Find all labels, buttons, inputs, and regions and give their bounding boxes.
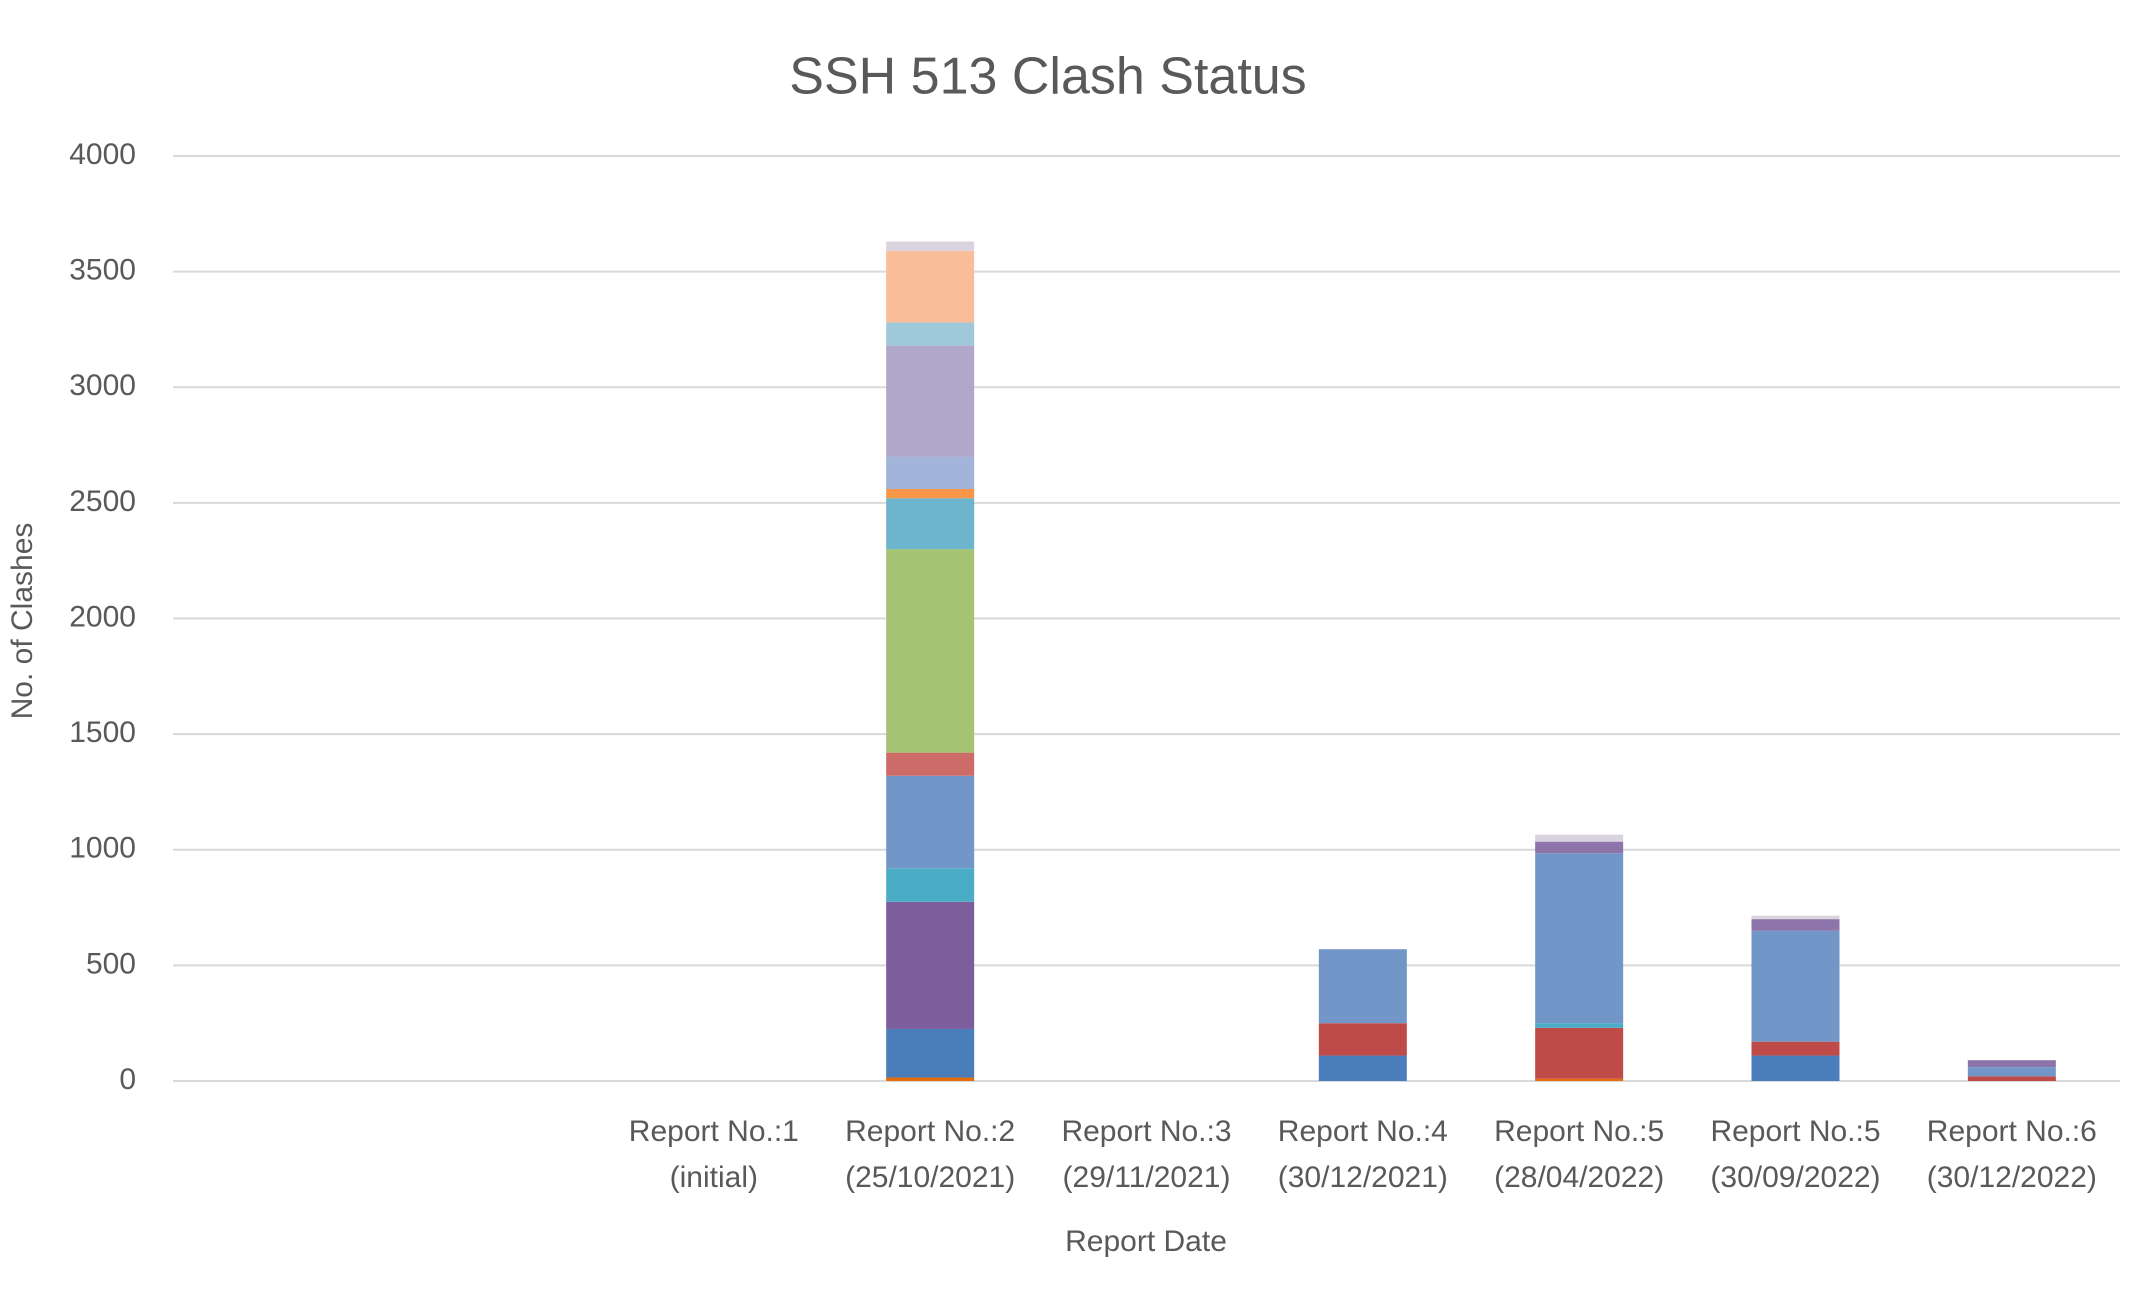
x-tick-label: (25/10/2021) [845, 1161, 1015, 1194]
x-tick-label: (28/04/2022) [1494, 1161, 1664, 1194]
bar-segment [1535, 1078, 1624, 1081]
x-tick-label: (30/12/2021) [1278, 1161, 1448, 1194]
x-tick-label: Report No.:4 [1278, 1115, 1448, 1148]
x-tick-label: (initial) [670, 1161, 758, 1194]
bar-segment [886, 250, 975, 323]
bar-segment [1535, 1023, 1624, 1028]
x-tick-label: Report No.:6 [1927, 1115, 2097, 1148]
bar-segment [886, 1028, 975, 1078]
bar-segment [1751, 919, 1840, 931]
y-tick-label: 3500 [69, 254, 136, 287]
bar-segment [886, 775, 975, 869]
bar-segment [886, 549, 975, 753]
bar-segment [886, 498, 975, 550]
x-axis-label: Report Date [1065, 1225, 1227, 1258]
chart-title: SSH 513 Clash Status [789, 48, 1306, 106]
x-tick-label: (30/09/2022) [1710, 1161, 1880, 1194]
bar-segment [1318, 1023, 1407, 1056]
bar-segment [886, 241, 975, 251]
x-tick-label: (29/11/2021) [1063, 1161, 1231, 1194]
y-axis-label: No. of Clashes [6, 523, 39, 720]
x-tick-label: Report No.:5 [1494, 1115, 1664, 1148]
bar-segment [886, 868, 975, 902]
bar-segment [1967, 1076, 2056, 1081]
bar-segment [1535, 834, 1624, 842]
bar-segment [1751, 1041, 1840, 1056]
y-tick-label: 1000 [69, 832, 136, 865]
bar-segment [1967, 1060, 2056, 1068]
y-tick-label: 500 [86, 947, 136, 980]
bar-segment [1751, 1055, 1840, 1081]
x-tick-label: (30/12/2022) [1927, 1161, 2097, 1194]
x-tick-label: Report No.:1 [629, 1115, 799, 1148]
bar-segment [1318, 949, 1407, 1024]
bar-segment [886, 752, 975, 776]
y-tick-label: 3000 [69, 369, 136, 402]
y-tick-label: 0 [119, 1063, 136, 1096]
y-tick-label: 2500 [69, 485, 136, 518]
x-tick-label: Report No.:2 [845, 1115, 1015, 1148]
bar-segment [1318, 1055, 1407, 1081]
bar-segment [1535, 1027, 1624, 1079]
bar-segment [886, 322, 975, 346]
bar-segment [1967, 1067, 2056, 1077]
y-tick-label: 4000 [69, 138, 136, 171]
bar-segment [1535, 853, 1624, 1024]
y-tick-label: 2000 [69, 600, 136, 633]
bar-segment [886, 345, 975, 457]
bar-segment [1751, 915, 1840, 920]
bar-segment [886, 1077, 975, 1081]
bar-segment [1535, 841, 1624, 854]
bar-segment [886, 456, 975, 489]
x-tick-label: Report No.:3 [1061, 1115, 1231, 1148]
y-tick-label: 1500 [69, 716, 136, 749]
bar-segment [1751, 930, 1840, 1042]
bar-segment [886, 901, 975, 1029]
x-tick-label: Report No.:5 [1710, 1115, 1880, 1148]
bar-segment [886, 489, 975, 499]
